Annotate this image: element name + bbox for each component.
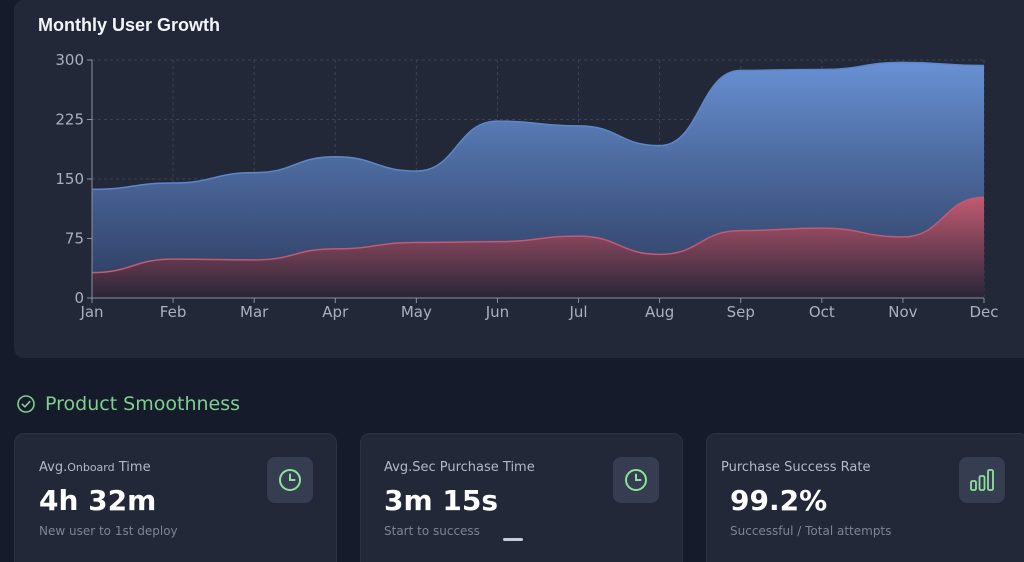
x-tick-label: Jan [79,303,103,321]
x-tick-label: Jul [568,303,587,321]
y-tick-label: 150 [55,170,84,188]
x-tick-label: Nov [888,303,917,321]
x-tick-label: Sep [727,303,755,321]
metric-label-rest: Time [114,460,151,475]
x-tick-label: Jun [485,303,509,321]
metric-value: 99.2% [730,484,828,517]
metric-label: Purchase Success Rate [721,460,871,475]
series-area-lower [92,197,984,298]
metric-subtext: Successful / Total attempts [730,524,892,538]
metric-card-purchase-time: Avg.Sec Purchase Time 3m 15s Start to su… [360,433,683,562]
y-tick-label: 75 [65,230,84,248]
metric-icon-box [613,457,659,503]
metric-card-onboard-time: Avg.Onboard Time 4h 32m New user to 1st … [14,433,337,562]
x-tick-label: Aug [645,303,674,321]
metric-value: 3m 15s [384,484,499,517]
x-tick-label: Dec [969,303,998,321]
scroll-handle[interactable] [503,538,523,541]
section-header: Product Smoothness [16,392,240,416]
metric-label-small: Onboard [67,461,115,474]
metric-icon-box [959,457,1005,503]
y-tick-label: 300 [55,51,84,69]
bar-chart-icon [970,469,994,491]
section-title: Product Smoothness [45,393,241,415]
x-tick-label: Feb [160,303,187,321]
y-tick-label: 225 [55,111,84,129]
metric-value: 4h 32m [39,484,157,517]
metric-subtext: Start to success [384,524,480,538]
metric-subtext: New user to 1st deploy [39,524,178,538]
metric-label: Avg.Sec Purchase Time [384,460,535,475]
x-tick-label: Oct [809,303,835,321]
series-line-lower [91,196,985,274]
x-tick-label: Mar [240,303,269,321]
metric-label: Avg.Onboard Time [39,460,151,475]
y-tick-label: 0 [74,289,84,307]
clock-icon [279,469,301,491]
metric-label-main: Avg. [39,460,68,475]
clock-icon [625,469,647,491]
x-tick-label: Apr [322,303,349,321]
series-line-upper [91,61,985,191]
metric-card-success-rate: Purchase Success Rate 99.2% Successful /… [706,433,1024,562]
check-circle-icon [17,395,35,413]
metric-icon-box [267,457,313,503]
chart-title: Monthly User Growth [38,15,221,35]
x-tick-label: May [401,303,432,321]
